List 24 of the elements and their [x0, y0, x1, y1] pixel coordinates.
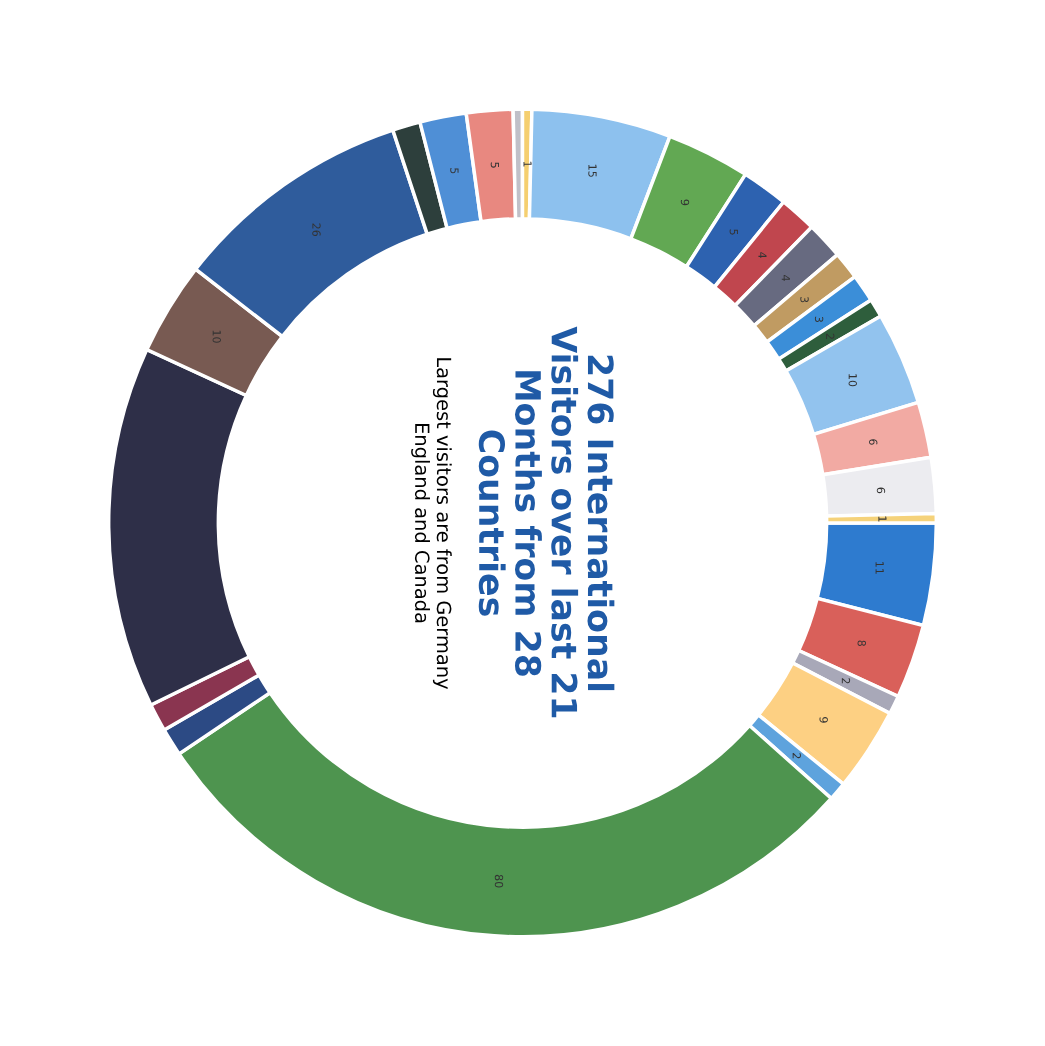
data-label: 9	[819, 717, 828, 723]
data-label: 10	[212, 330, 221, 343]
data-label: 3	[814, 316, 824, 322]
data-label: 2	[792, 753, 801, 759]
data-label: 1	[523, 161, 532, 167]
data-label: 5	[490, 162, 499, 168]
data-label: 2	[841, 678, 851, 684]
data-label: 9	[680, 199, 690, 206]
data-label: 11	[875, 561, 884, 574]
data-label: 6	[876, 487, 886, 494]
data-label: 5	[729, 229, 738, 235]
data-label: 4	[781, 274, 790, 281]
text: Largest visitors are from Germany England and Canada	[411, 358, 452, 690]
data-label: 8	[857, 640, 866, 646]
data-label: 10	[848, 374, 857, 387]
data-label: 5	[450, 168, 459, 174]
data-label: 80	[494, 874, 504, 888]
text: 276 International Visitors over last 21 Months from 28 Countries	[478, 326, 615, 718]
data-label: 4	[758, 252, 767, 259]
data-label: 1	[878, 516, 887, 522]
data-label: 6	[869, 439, 878, 445]
data-label: 15	[588, 164, 597, 177]
data-label: 26	[312, 223, 321, 237]
data-label: 3	[800, 296, 809, 303]
